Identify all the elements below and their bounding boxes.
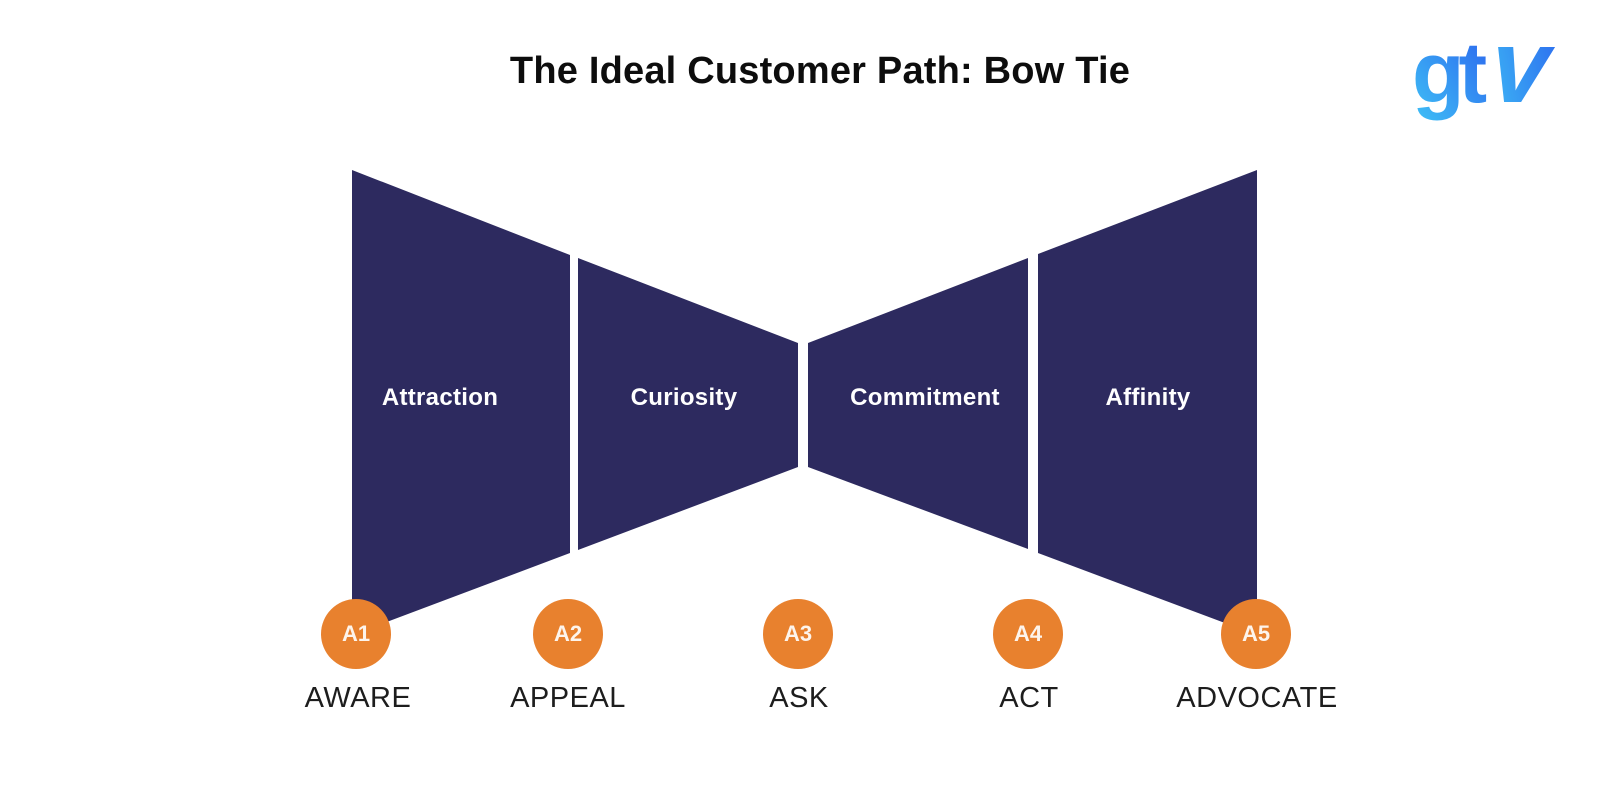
- segment-label-curiosity: Curiosity: [630, 384, 738, 411]
- stage-circle-a3: A3: [763, 599, 833, 669]
- stage-circle-a1: A1: [321, 599, 391, 669]
- gtv-logo: gt v: [1412, 8, 1565, 134]
- stage-label-ask: ASK: [769, 682, 829, 714]
- gtv-logo-graphic: gt v: [1412, 8, 1565, 124]
- segment-label-attraction: Attraction: [381, 384, 499, 411]
- segment-curiosity-shape: [578, 258, 798, 550]
- stage-label-advocate: ADVOCATE: [1176, 682, 1338, 714]
- segment-label-commitment: Commitment: [850, 384, 1000, 411]
- stage-label-act: ACT: [999, 682, 1059, 714]
- stage-circle-a4: A4: [993, 599, 1063, 669]
- stage-label-appeal: APPEAL: [510, 682, 626, 714]
- segment-label-affinity: Affinity: [1105, 384, 1191, 411]
- logo-text-gt: gt: [1412, 25, 1487, 121]
- stage-circle-a5: A5: [1221, 599, 1291, 669]
- stage-circle-a2: A2: [533, 599, 603, 669]
- segment-commitment-shape: [808, 258, 1028, 549]
- segment-attraction-shape: [352, 170, 570, 635]
- page-title: The Ideal Customer Path: Bow Tie: [509, 50, 1131, 92]
- segment-affinity-shape: [1038, 170, 1257, 635]
- stage-label-aware: AWARE: [304, 682, 412, 714]
